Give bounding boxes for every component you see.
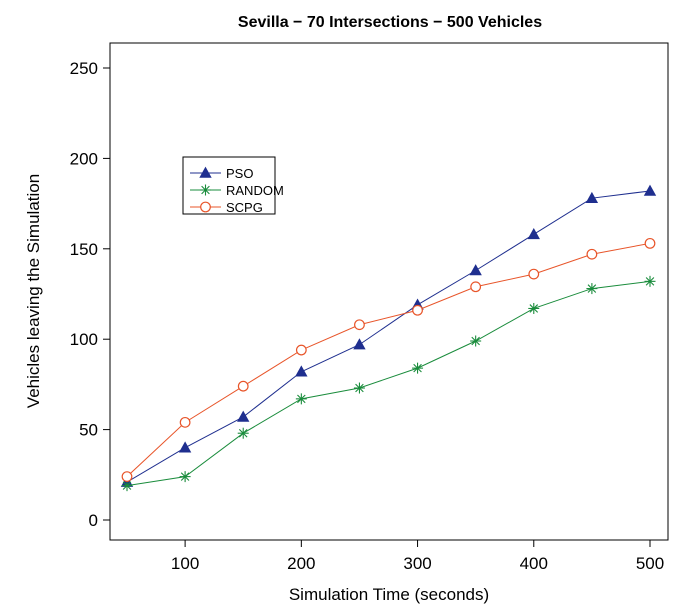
x-tick-label: 400 xyxy=(520,554,548,573)
legend-entry-scpg: SCPG xyxy=(190,200,263,215)
data-point-scpg xyxy=(121,471,133,483)
x-tick-label: 200 xyxy=(287,554,315,573)
legend-box xyxy=(182,156,276,215)
legend-marker-random xyxy=(200,184,211,196)
data-point-scpg xyxy=(237,380,249,392)
data-point-random xyxy=(412,362,424,374)
y-axis: 0 50 100 150 200 250 xyxy=(70,59,110,530)
data-point-pso xyxy=(353,338,366,350)
legend-marker-scpg xyxy=(200,201,211,213)
data-point-pso xyxy=(643,184,657,196)
x-axis-label: Simulation Time (seconds) xyxy=(289,585,489,604)
x-tick-label: 300 xyxy=(403,554,431,573)
data-point-scpg xyxy=(412,304,423,316)
legend-label: RANDOM xyxy=(226,183,284,198)
data-point-random xyxy=(644,275,656,287)
series-pso xyxy=(120,184,657,487)
series-layer xyxy=(120,184,657,492)
data-point-random xyxy=(586,283,598,295)
data-point-scpg xyxy=(354,319,365,331)
data-point-pso xyxy=(585,191,599,203)
y-tick-label: 150 xyxy=(70,240,98,259)
data-point-scpg xyxy=(470,281,482,293)
data-point-random xyxy=(237,427,249,439)
series-random xyxy=(121,275,656,492)
legend-label: PSO xyxy=(226,166,253,181)
data-point-pso xyxy=(178,441,192,453)
data-point-scpg xyxy=(586,248,598,260)
legend-marker-pso xyxy=(199,166,212,178)
legend-label: SCPG xyxy=(226,200,263,215)
y-tick-label: 0 xyxy=(89,511,98,530)
series-line-scpg xyxy=(126,242,651,477)
y-tick-label: 200 xyxy=(70,149,98,168)
data-point-scpg xyxy=(295,344,307,356)
y-tick-label: 250 xyxy=(70,59,98,78)
series-line-random xyxy=(126,280,651,487)
data-point-pso xyxy=(527,228,540,240)
legend: PSO RANDOM SCPG xyxy=(182,156,284,215)
legend-entry-random: RANDOM xyxy=(190,183,284,198)
series-line-pso xyxy=(126,190,651,483)
data-point-scpg xyxy=(179,416,191,428)
data-point-random xyxy=(353,382,365,394)
data-point-random xyxy=(295,393,307,405)
data-point-random xyxy=(470,335,482,347)
data-point-pso xyxy=(237,410,250,422)
data-point-random xyxy=(528,302,540,314)
legend-entry-pso: PSO xyxy=(190,166,253,181)
x-tick-label: 100 xyxy=(171,554,199,573)
data-point-scpg xyxy=(528,268,540,280)
plot-frame xyxy=(109,42,669,541)
x-tick-label: 500 xyxy=(636,554,664,573)
data-point-random xyxy=(179,471,191,483)
y-axis-label: Vehicles leaving the Simulation xyxy=(24,174,43,408)
y-tick-label: 50 xyxy=(79,421,98,440)
data-point-pso xyxy=(295,365,308,377)
data-point-scpg xyxy=(644,237,656,249)
x-axis: 100 200 300 400 500 xyxy=(171,540,664,573)
chart-title: Sevilla − 70 Intersections − 500 Vehicle… xyxy=(238,14,542,31)
data-point-pso xyxy=(469,264,482,276)
y-tick-label: 100 xyxy=(70,330,98,349)
series-scpg xyxy=(121,237,656,483)
